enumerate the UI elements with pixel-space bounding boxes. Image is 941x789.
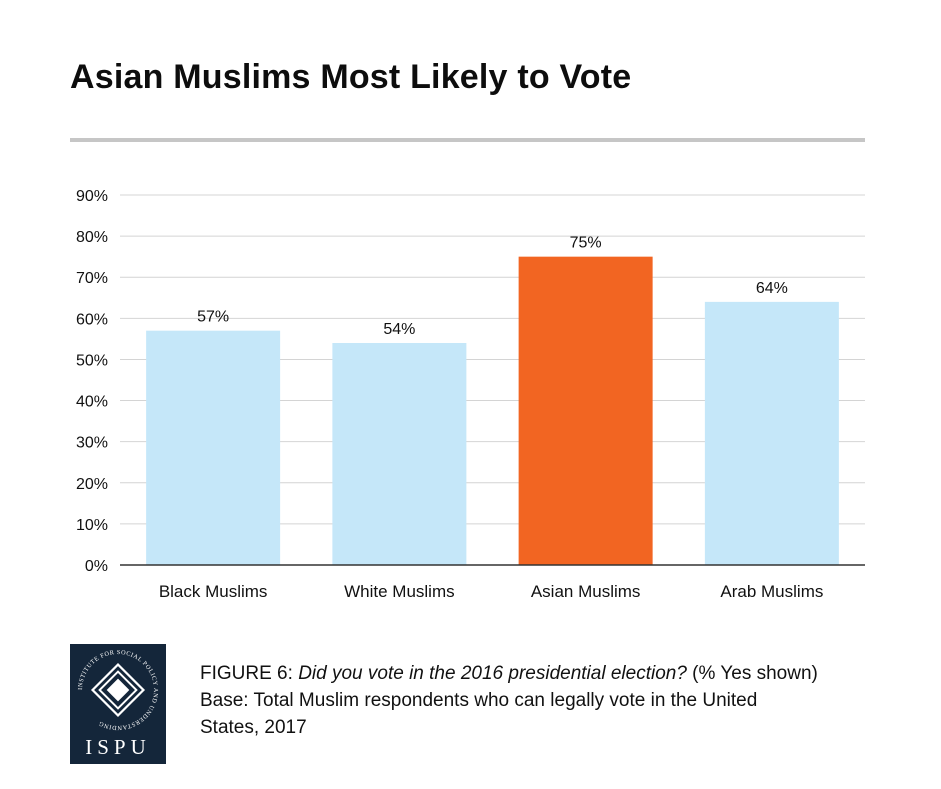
logo-wordmark: ISPU: [85, 735, 151, 759]
bar-1: [146, 330, 281, 565]
x-category-label: Black Muslims: [159, 582, 268, 601]
data-label: 75%: [570, 235, 602, 252]
data-label: 57%: [197, 309, 229, 326]
data-label: 54%: [383, 321, 415, 338]
figure-label: FIGURE 6: [200, 663, 288, 684]
y-tick-label: 10%: [76, 517, 108, 534]
y-tick-label: 20%: [76, 476, 108, 493]
chart-title: Asian Muslims Most Likely to Vote: [70, 58, 632, 96]
title-divider: [70, 138, 865, 142]
bar-2: [332, 343, 467, 565]
bar-3: [518, 256, 653, 565]
data-label: 64%: [756, 280, 788, 297]
caption-base-line-1: Base: Total Muslim respondents who can l…: [200, 690, 758, 711]
y-tick-label: 30%: [76, 435, 108, 452]
bar-chart: 0% 10% 20% 30% 40% 50% 60% 70% 80% 90% 57% Black Mu…: [76, 188, 865, 601]
bar-4: [704, 301, 839, 565]
caption-base-line-2: States, 2017: [200, 717, 307, 738]
figure-caption: FIGURE 6: Did you vote in the 2016 presi…: [200, 660, 900, 741]
caption-note: (% Yes shown): [686, 663, 818, 684]
y-tick-label: 90%: [76, 188, 108, 205]
y-tick-label: 60%: [76, 311, 108, 328]
x-category-label: Arab Muslims: [720, 582, 823, 601]
logo-emblem: INSTITUTE FOR SOCIAL POLICY AND UNDERSTA…: [77, 649, 158, 731]
x-category-label: White Muslims: [344, 582, 455, 601]
x-category-label: Asian Muslims: [531, 582, 641, 601]
y-tick-label: 70%: [76, 270, 108, 287]
y-tick-label: 40%: [76, 394, 108, 411]
y-tick-label: 50%: [76, 352, 108, 369]
ispu-logo: INSTITUTE FOR SOCIAL POLICY AND UNDERSTA…: [70, 644, 166, 764]
caption-separator: :: [287, 663, 299, 684]
caption-line-1: FIGURE 6: Did you vote in the 2016 presi…: [200, 660, 900, 687]
y-tick-label: 0%: [85, 558, 108, 575]
survey-question: Did you vote in the 2016 presidential el…: [298, 663, 687, 684]
y-tick-label: 80%: [76, 229, 108, 246]
